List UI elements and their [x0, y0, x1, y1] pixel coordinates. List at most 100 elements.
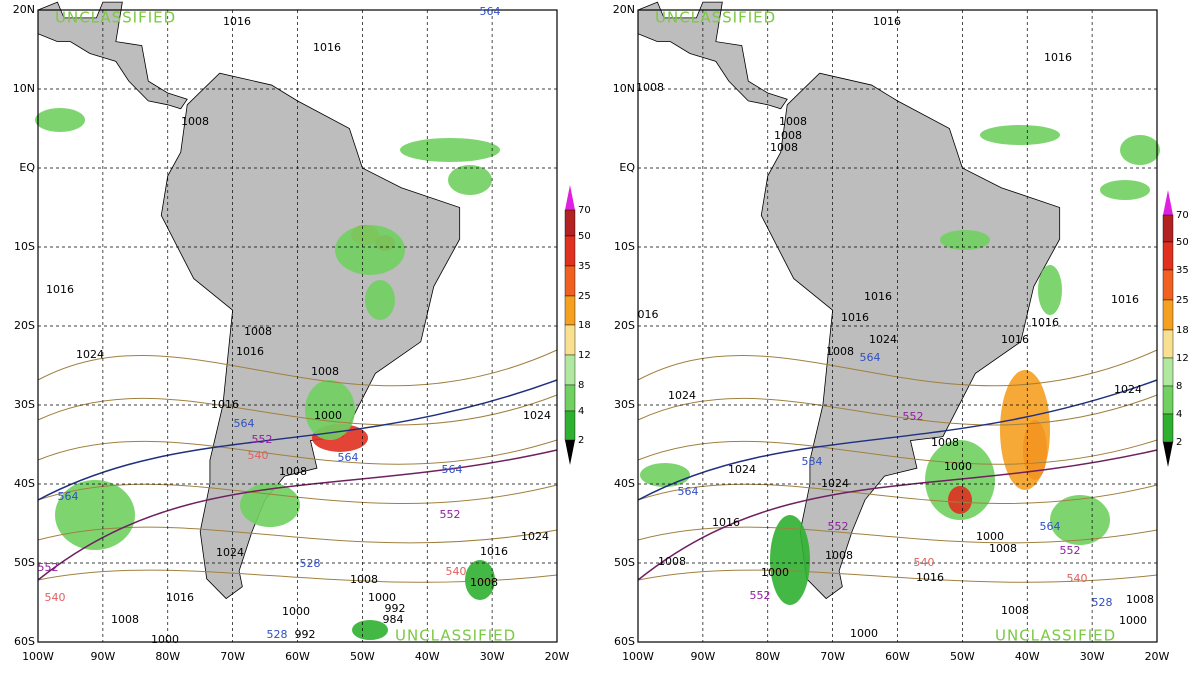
colorbar-box [564, 209, 576, 237]
colorbar-box [564, 354, 576, 386]
lat-label: 40S [614, 477, 635, 490]
lat-label: 60S [14, 635, 35, 648]
contour-label: 992 [385, 602, 406, 615]
contour-label: 528 [1092, 596, 1113, 609]
lon-label: 90W [90, 650, 115, 663]
contour-label: 1016 [1001, 333, 1029, 346]
colorbar-label: 2 [1176, 437, 1182, 448]
contour-label: 1008 [658, 555, 686, 568]
lon-label: 70W [820, 650, 845, 663]
contour-label: 1008 [181, 115, 209, 128]
contour-label: 564 [480, 5, 501, 18]
contour-label: 552 [440, 508, 461, 521]
isobar [37, 394, 558, 426]
contour-label: 1008 [989, 542, 1017, 555]
contour-label: 1008 [311, 365, 339, 378]
colorbar-box [564, 384, 576, 412]
colorbar-label: 18 [578, 320, 591, 331]
colorbar-box [564, 265, 576, 297]
colorbar-box [1162, 214, 1174, 243]
precip-area [925, 440, 995, 520]
lon-label: 90W [690, 650, 715, 663]
colorbar-label: 25 [1176, 295, 1189, 306]
contour-label: 1008 [111, 613, 139, 626]
contour-label: 1024 [728, 463, 756, 476]
lat-label: EQ [19, 161, 35, 174]
map-frame [37, 9, 558, 643]
colorbar-box [1162, 241, 1174, 271]
lat-label: 60S [614, 635, 635, 648]
precip-area [35, 108, 85, 132]
contour-label: 1000 [1119, 614, 1147, 627]
contour-label: 1024 [869, 333, 897, 346]
isobar [637, 526, 1158, 544]
contour-label: 552 [38, 561, 59, 574]
contour-label: 1000 [151, 633, 179, 646]
contour-label: 1016 [480, 545, 508, 558]
lon-label: 80W [155, 650, 180, 663]
colorbar-label: 50 [1176, 237, 1189, 248]
colorbar-label: 2 [578, 435, 584, 446]
precip-area [940, 230, 990, 250]
colorbar-box [564, 235, 576, 267]
lat-label: 20S [614, 319, 635, 332]
thickness-line [37, 449, 558, 581]
lon-label: 30W [480, 650, 505, 663]
contour-label: 1016 [712, 516, 740, 529]
contour-label: 552 [903, 410, 924, 423]
colorbar-box [1162, 299, 1174, 331]
colorbar-label: 50 [578, 231, 591, 242]
colorbar-label: 25 [578, 291, 591, 302]
precip-area [240, 483, 300, 527]
lon-label: 40W [1015, 650, 1040, 663]
lat-label: 30S [14, 398, 35, 411]
contour-label: 1016 [236, 345, 264, 358]
lon-label: 20W [1145, 650, 1170, 663]
lat-label: 50S [14, 556, 35, 569]
contour-label: 1008 [774, 129, 802, 142]
precip-area [352, 620, 388, 640]
colorbar-label: 12 [1176, 353, 1189, 364]
isobar [37, 349, 558, 387]
colorbar-label: 35 [578, 261, 591, 272]
contour-label: 1016 [46, 283, 74, 296]
contour-label: 1008 [244, 325, 272, 338]
contour-label: 540 [248, 449, 269, 462]
contour-label: 1008 [470, 576, 498, 589]
contour-label: 1008 [1001, 604, 1029, 617]
lat-label: 30S [614, 398, 635, 411]
colorbar-label: 4 [1176, 409, 1182, 420]
contour-label: 1000 [850, 627, 878, 640]
classification: UNCLASSIFIED [395, 627, 516, 645]
isobar [637, 483, 1158, 505]
lon-label: 100W [22, 650, 54, 663]
lon-label: 60W [285, 650, 310, 663]
contour-label: 540 [914, 556, 935, 569]
precip-area [1000, 370, 1050, 490]
classification: UNCLASSIFIED [995, 627, 1116, 645]
lon-label: 50W [950, 650, 975, 663]
map-panel: 20N 10N EQ 10S 20S 30S 40S 50S 60S 100W 90W 80W 70W 6… [13, 1, 591, 663]
precip-area [770, 515, 810, 605]
lat-label: 20N [13, 3, 35, 16]
colorbar-label: 12 [578, 350, 591, 361]
colorbar-label: 8 [578, 380, 584, 391]
precip-area [980, 125, 1060, 145]
contour-label: 1016 [1111, 293, 1139, 306]
precip-area [1050, 495, 1110, 545]
contour-label: 540 [1067, 572, 1088, 585]
lat-label: 50S [614, 556, 635, 569]
contour-label: 564 [442, 463, 463, 476]
contour-label: 1000 [761, 566, 789, 579]
contour-label: 584 [802, 455, 823, 468]
contour-label: 1008 [779, 115, 807, 128]
contour-label: 1008 [825, 549, 853, 562]
contour-label: 1024 [521, 530, 549, 543]
colorbar-label: 70 [1176, 210, 1189, 221]
colorbar-box [1162, 329, 1174, 359]
map-frame [637, 9, 1158, 643]
lat-label: 10N [13, 82, 35, 95]
classification: UNCLASSIFIED [655, 9, 776, 27]
contour-label: 1024 [216, 546, 244, 559]
contour-label: 564 [234, 417, 255, 430]
